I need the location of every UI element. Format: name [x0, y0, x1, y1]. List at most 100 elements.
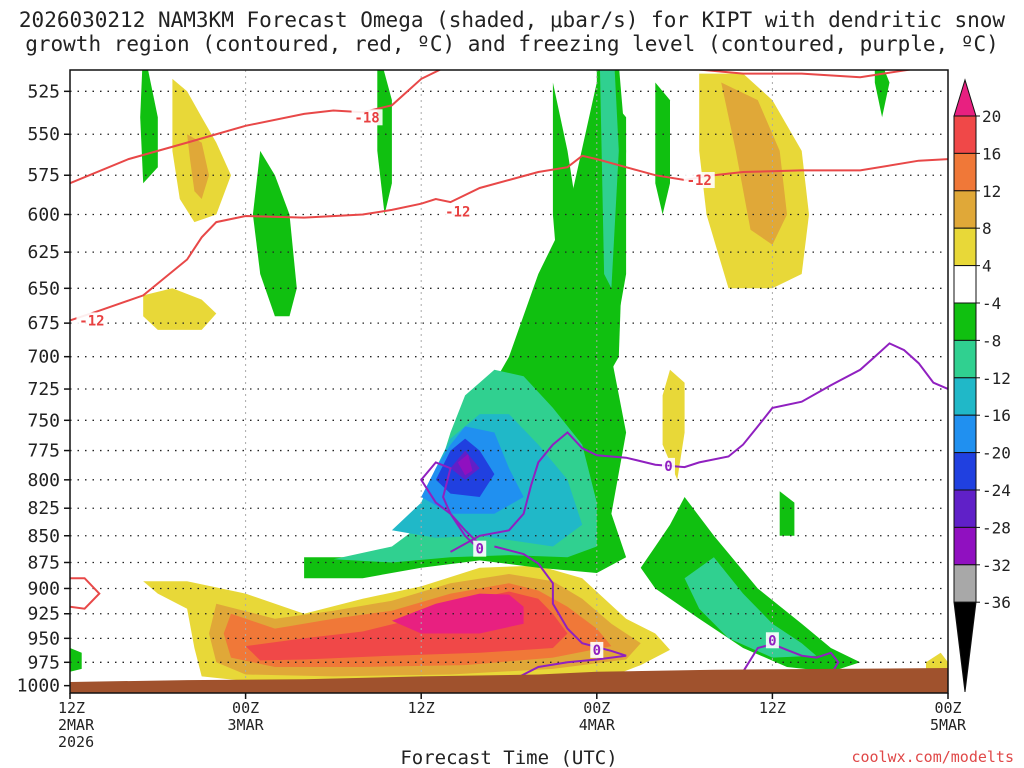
colorbar-label-1: 16: [982, 144, 1001, 163]
y-tick-label-900: 900: [27, 578, 60, 599]
y-tick-label-875: 875: [27, 552, 60, 573]
freezing-contour-1: [450, 342, 948, 553]
x-tick-label-48-0: 12Z: [759, 699, 786, 717]
y-tick-label-750: 750: [27, 410, 60, 431]
colorbar-label-3: 8: [982, 219, 992, 238]
colorbar-swatch-8: [953, 377, 977, 416]
contour-label-bg-7: [765, 632, 779, 649]
colorbar-label-6: -8: [982, 331, 1001, 350]
plot-frame: [69, 69, 949, 694]
colorbar-label-5: -4: [982, 294, 1001, 313]
contour-label-bg-4: [662, 457, 676, 474]
y-tick-label-975: 975: [27, 652, 60, 673]
colorbar-swatch-9: [953, 414, 977, 454]
omega-region-6: [187, 134, 209, 199]
omega-region-29: [655, 82, 670, 215]
y-tick-label-700: 700: [27, 347, 60, 368]
y-tick-label-800: 800: [27, 470, 60, 491]
y-tick-label-850: 850: [27, 526, 60, 547]
dgz-contour-0: [70, 70, 914, 185]
site-credit: coolwx.com/modelts: [851, 748, 1014, 766]
x-tick-label-36-1: 4MAR: [579, 716, 616, 734]
y-tick-label-775: 775: [27, 441, 60, 462]
x-tick-label-0-2: 2026: [58, 733, 94, 751]
colorbar-swatch-7: [953, 339, 977, 379]
contour-label-bg-3: [76, 312, 108, 329]
y-tick-label-600: 600: [27, 204, 60, 225]
y-tick-label-950: 950: [27, 628, 60, 649]
colorbar-label-10: -24: [982, 481, 1011, 500]
dgz-contour-1: [70, 154, 948, 322]
chart-title-line-2: growth region (contoured, red, ºC) and f…: [25, 32, 999, 56]
omega-region-17: [457, 454, 473, 476]
omega-region-24: [552, 82, 583, 330]
omega-region-10: [662, 369, 685, 480]
contour-label-bg-1: [442, 203, 474, 220]
dgz-contour-2: [70, 577, 101, 610]
y-tick-label-575: 575: [27, 165, 60, 186]
x-tick-label-12-1: 3MAR: [228, 716, 265, 734]
colorbar-swatch-13: [953, 564, 977, 603]
colorbar-swatch-10: [953, 452, 977, 491]
contour-label-6: 0: [593, 643, 601, 659]
freezing-contour-4: [742, 643, 840, 676]
freezing-contour-2: [419, 461, 481, 551]
contour-label-7: 0: [768, 633, 776, 649]
colorbar-swatch-5: [953, 265, 977, 304]
x-tick-label-36-0: 00Z: [583, 699, 610, 717]
axes: 525 550 575 600 625 650 675 700 725 750 775 800 825 8…: [17, 69, 967, 751]
y-tick-label-825: 825: [27, 498, 60, 519]
colorbar-label-4: 4: [982, 257, 992, 276]
colorbar-label-0: 20: [982, 107, 1001, 126]
contour-label-4: 0: [664, 459, 672, 475]
colorbar: 20 16 12 8 4 -4 -8 -12 -16 -20 -24 -28 -32 -36: [953, 78, 1011, 693]
omega-region-4: [391, 593, 524, 634]
omega-region-27: [874, 70, 890, 118]
contour-label-5: 0: [476, 542, 484, 558]
colorbar-label-12: -32: [982, 556, 1011, 575]
colorbar-label-2: 12: [982, 182, 1001, 201]
x-tick-label-60-1: 5MAR: [930, 716, 967, 734]
colorbar-swatch-12: [953, 526, 977, 566]
x-tick-label-0-1: 2MAR: [58, 716, 95, 734]
omega-region-26: [70, 648, 82, 672]
colorbar-swatch-3: [953, 190, 977, 229]
contour-label-bg-0: [351, 109, 383, 126]
omega-region-20: [252, 150, 297, 317]
freezing-contour-3: [494, 545, 627, 683]
colorbar-label-13: -36: [982, 593, 1011, 612]
y-tick-label-725: 725: [27, 379, 60, 400]
omega-region-21: [140, 70, 158, 184]
contour-label-bg-2: [683, 172, 715, 189]
y-tick-label-675: 675: [27, 313, 60, 334]
y-tick-label-650: 650: [27, 278, 60, 299]
contour-label-2: -12: [687, 173, 712, 189]
x-axis-label: Forecast Time (UTC): [400, 747, 617, 768]
x-tick-label-60-0: 00Z: [934, 699, 961, 717]
colorbar-swatch-4: [953, 227, 977, 267]
x-tick-label-0-0: 12Z: [58, 699, 85, 717]
colorbar-label-11: -28: [982, 518, 1011, 537]
contour-label-0: -18: [354, 110, 379, 126]
contour-label-bg-5: [473, 540, 487, 557]
colorbar-swatch-6: [953, 302, 977, 341]
contour-label-bg-6: [590, 641, 604, 658]
contour-label-1: -12: [445, 204, 470, 220]
chart-title-line-1: 2026030212 NAM3KM Forecast Omega (shaded…: [18, 8, 1006, 32]
x-tick-label-24-0: 12Z: [408, 699, 435, 717]
y-tick-label-925: 925: [27, 604, 60, 625]
colorbar-bottom-triangle: [953, 601, 977, 693]
omega-region-25: [779, 491, 795, 536]
colorbar-swatch-2: [953, 152, 977, 192]
terrain-ground: [70, 668, 948, 693]
contour-label-3: -12: [79, 313, 104, 329]
colorbar-swatch-1: [953, 115, 977, 154]
omega-region-9: [721, 82, 787, 245]
colorbar-label-9: -20: [982, 444, 1011, 463]
plot-area: -18 -12 -12 -12 0 0 0 0: [70, 70, 948, 693]
omega-region-19: [684, 557, 817, 658]
colorbar-label-8: -16: [982, 406, 1011, 425]
colorbar-label-7: -12: [982, 369, 1011, 388]
y-tick-label-525: 525: [27, 81, 60, 102]
